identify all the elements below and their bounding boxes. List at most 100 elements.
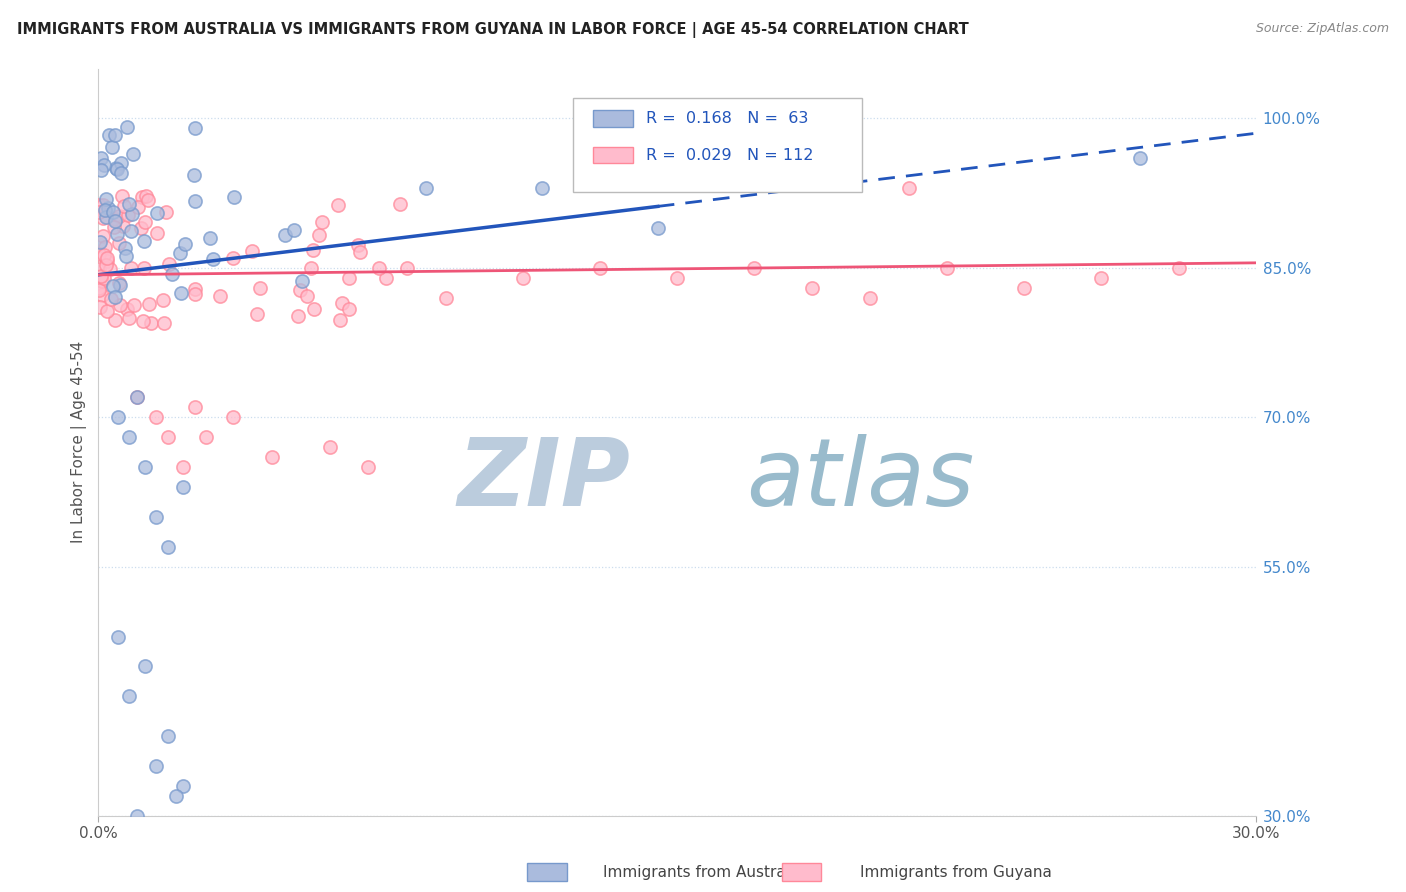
Point	[156, 430, 179, 444]
Point	[104, 212, 127, 227]
Point	[134, 659, 156, 673]
Point	[326, 198, 349, 212]
Point	[89, 198, 111, 212]
Point	[125, 809, 148, 823]
Point	[337, 270, 360, 285]
Point	[302, 301, 325, 316]
Point	[157, 257, 180, 271]
Point	[145, 206, 167, 220]
Y-axis label: In Labor Force | Age 45-54: In Labor Force | Age 45-54	[72, 341, 87, 543]
Point	[274, 227, 297, 242]
Point	[184, 194, 207, 208]
Point	[135, 189, 157, 203]
Point	[125, 390, 148, 404]
Point	[110, 156, 132, 170]
Point	[117, 208, 139, 222]
Point	[91, 288, 114, 302]
Point	[120, 224, 142, 238]
Point	[589, 260, 612, 275]
Point	[132, 260, 155, 275]
Point	[183, 168, 205, 182]
Point	[87, 247, 110, 261]
FancyBboxPatch shape	[592, 147, 633, 163]
Point	[108, 210, 131, 224]
Point	[105, 161, 128, 175]
Point	[184, 286, 207, 301]
Point	[388, 197, 411, 211]
Point	[184, 282, 207, 296]
FancyBboxPatch shape	[592, 111, 633, 127]
Point	[136, 193, 159, 207]
Point	[208, 288, 231, 302]
Point	[165, 789, 187, 803]
Point	[94, 202, 117, 217]
Point	[112, 219, 135, 233]
Point	[89, 270, 111, 285]
Point	[395, 260, 418, 275]
Point	[308, 228, 330, 243]
Point	[134, 214, 156, 228]
Point	[105, 161, 128, 176]
Point	[134, 460, 156, 475]
Point	[132, 314, 155, 328]
Point	[162, 267, 184, 281]
Point	[375, 271, 398, 285]
Point	[1014, 281, 1036, 295]
Point	[87, 283, 110, 297]
Point	[801, 281, 824, 295]
Point	[108, 298, 131, 312]
Point	[121, 207, 143, 221]
Point	[295, 289, 318, 303]
Point	[415, 181, 437, 195]
Point	[93, 198, 115, 212]
Point	[118, 430, 141, 444]
Point	[434, 291, 457, 305]
Point	[169, 246, 191, 260]
Point	[184, 121, 207, 136]
Point	[87, 270, 110, 285]
Point	[107, 630, 129, 644]
Point	[222, 190, 245, 204]
Point	[132, 235, 155, 249]
Point	[174, 237, 197, 252]
Point	[145, 510, 167, 524]
Point	[117, 302, 139, 317]
Point	[1129, 151, 1152, 165]
Text: R =  0.029   N = 112: R = 0.029 N = 112	[645, 148, 813, 162]
Point	[108, 277, 131, 292]
Point	[124, 298, 146, 312]
Text: atlas: atlas	[747, 434, 974, 525]
Point	[249, 281, 271, 295]
Point	[319, 440, 342, 454]
Point	[240, 244, 263, 258]
Point	[172, 480, 194, 494]
Text: Immigrants from Australia: Immigrants from Australia	[603, 865, 803, 880]
Point	[107, 410, 129, 425]
FancyBboxPatch shape	[572, 98, 862, 192]
Point	[152, 317, 174, 331]
Point	[859, 291, 882, 305]
Point	[349, 245, 371, 260]
Point	[117, 310, 139, 325]
Point	[347, 238, 370, 252]
Point	[139, 316, 162, 330]
Point	[96, 251, 118, 265]
Point	[152, 293, 174, 307]
Point	[127, 200, 149, 214]
Point	[156, 540, 179, 554]
Point	[201, 252, 224, 266]
Point	[260, 450, 283, 465]
Point	[93, 248, 115, 262]
Point	[936, 260, 959, 275]
Point	[283, 223, 305, 237]
Point	[172, 460, 194, 475]
Point	[101, 205, 124, 219]
Point	[122, 146, 145, 161]
Point	[299, 260, 322, 275]
Point	[301, 244, 323, 258]
Point	[195, 430, 218, 444]
Point	[114, 241, 136, 255]
Point	[666, 270, 689, 285]
Point	[110, 166, 132, 180]
Point	[337, 301, 360, 316]
